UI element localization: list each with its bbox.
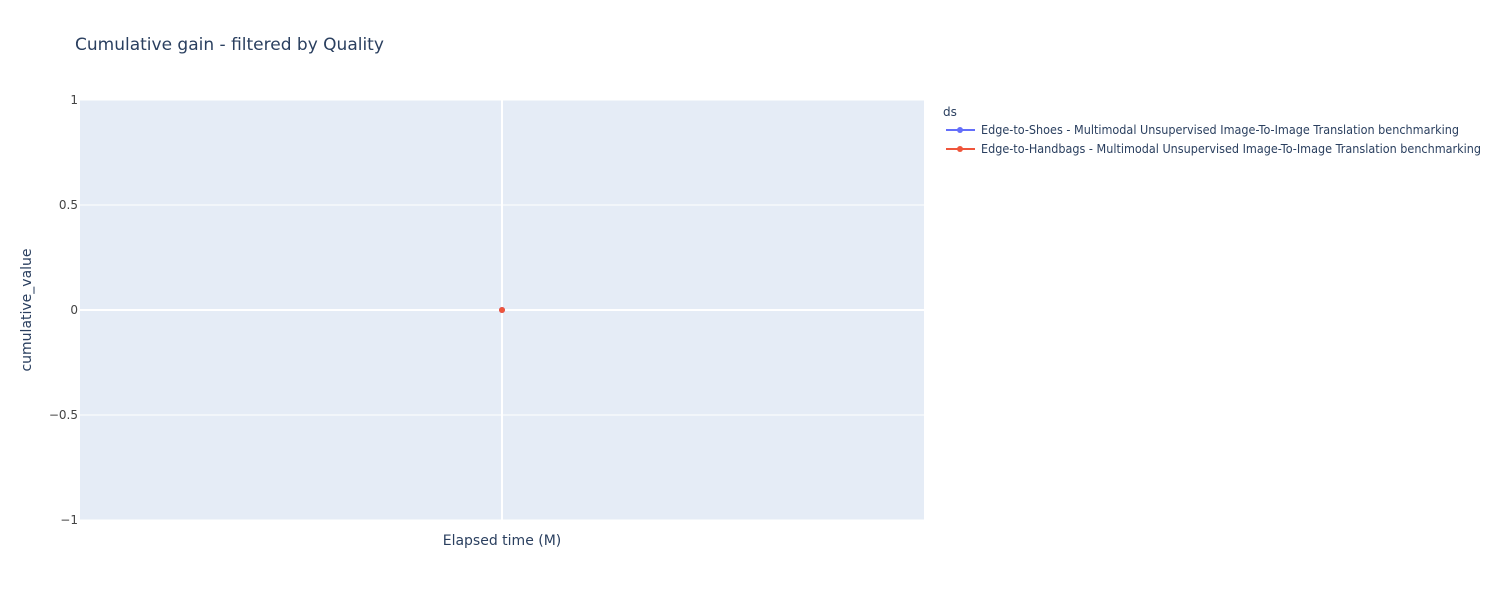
x-axis-title: Elapsed time (M) [443, 533, 562, 549]
legend-marker [957, 146, 963, 152]
legend-item[interactable]: Edge-to-Handbags - Multimodal Unsupervis… [946, 142, 1481, 156]
y-tick-label: 1 [70, 93, 78, 107]
data-points [499, 307, 505, 313]
y-axis-ticks: 1 0.5 0 −0.5 −1 [49, 93, 78, 527]
legend-marker [957, 127, 963, 133]
y-axis-title: cumulative_value [19, 248, 35, 371]
chart-title: Cumulative gain - filtered by Quality [75, 35, 384, 55]
legend-label: Edge-to-Shoes - Multimodal Unsupervised … [981, 123, 1459, 137]
y-tick-label: −0.5 [49, 408, 78, 422]
legend-label: Edge-to-Handbags - Multimodal Unsupervis… [981, 142, 1481, 156]
legend-items[interactable]: Edge-to-Shoes - Multimodal Unsupervised … [946, 123, 1481, 156]
legend[interactable]: ds Edge-to-Shoes - Multimodal Unsupervis… [943, 105, 1481, 156]
y-tick-label: 0 [70, 303, 78, 317]
legend-item[interactable]: Edge-to-Shoes - Multimodal Unsupervised … [946, 123, 1459, 137]
legend-title: ds [943, 105, 957, 119]
data-point[interactable] [499, 307, 505, 313]
y-tick-label: −1 [60, 513, 78, 527]
y-tick-label: 0.5 [59, 198, 78, 212]
